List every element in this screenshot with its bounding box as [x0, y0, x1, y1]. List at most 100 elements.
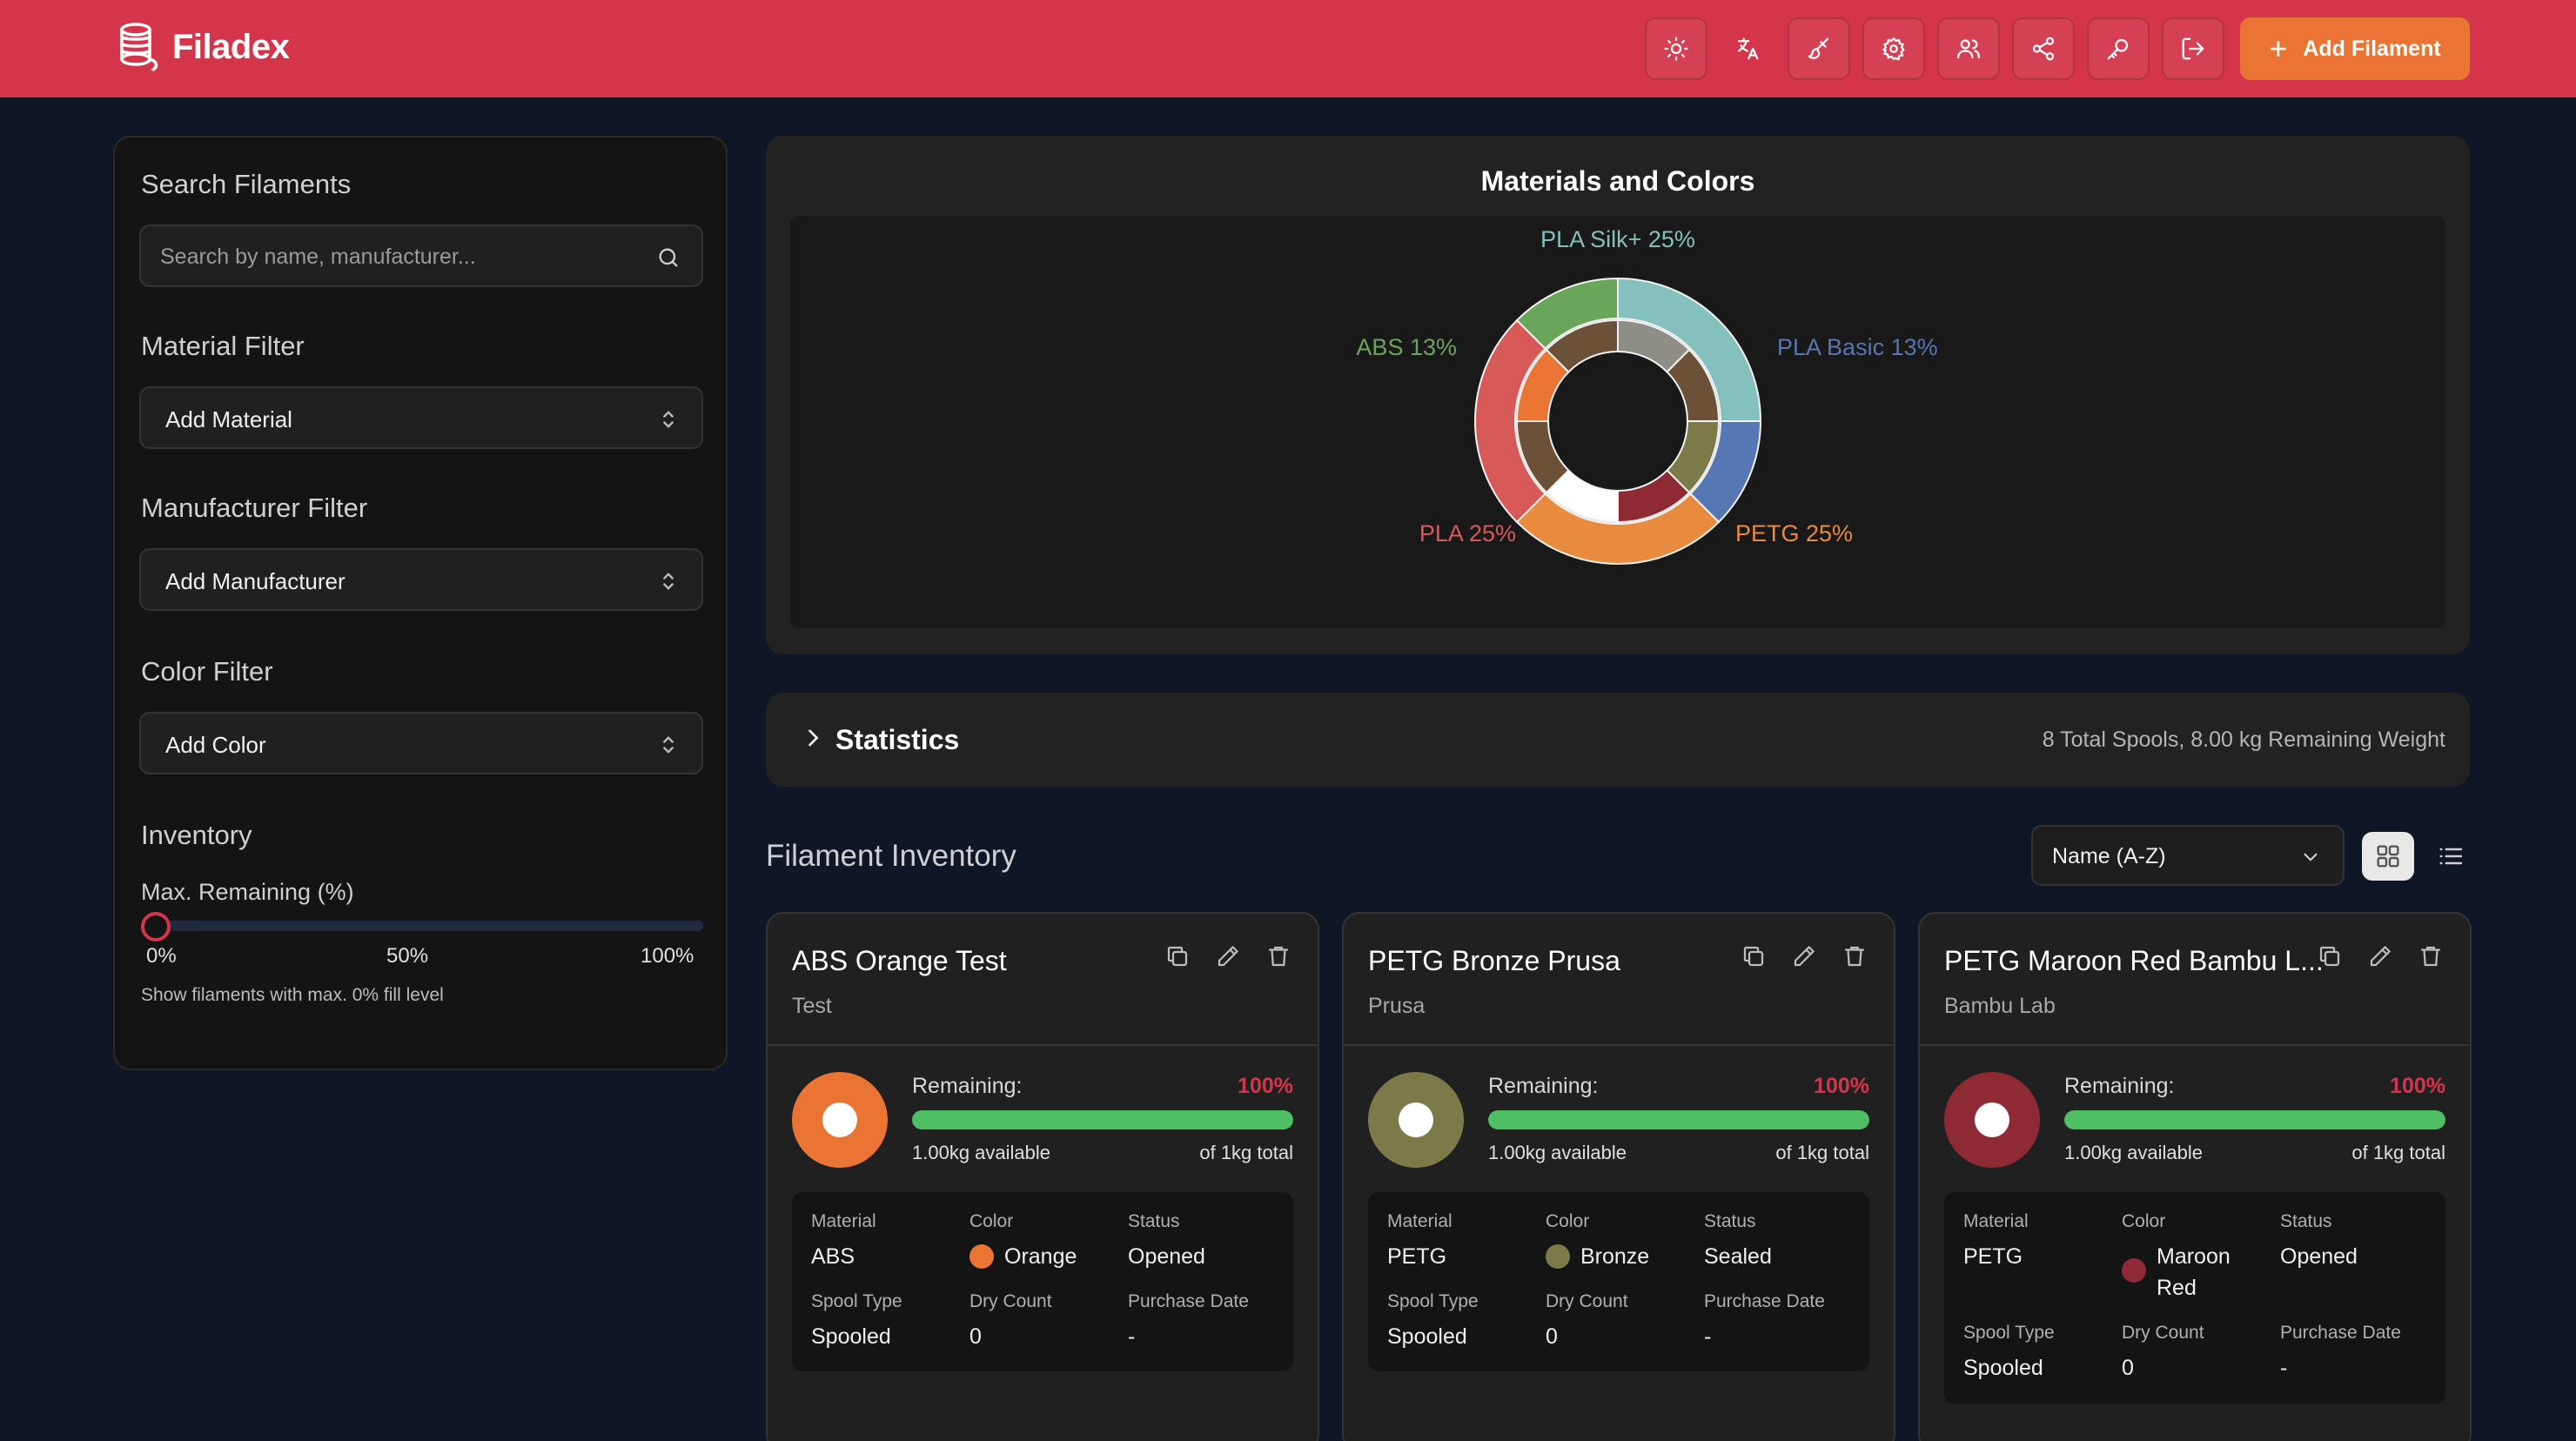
copy-button[interactable]	[1741, 943, 1767, 969]
brush-icon	[1808, 37, 1829, 59]
status-key: Status	[1128, 1211, 1180, 1231]
material-filter-value: Add Material	[165, 406, 292, 432]
filament-card[interactable]: PETG Maroon Red Bambu L... Bambu Lab Rem…	[1918, 912, 2472, 1441]
available-weight: 1.00kg available	[2064, 1142, 2204, 1163]
spool-logo-icon	[120, 23, 158, 71]
status-key: Status	[1704, 1211, 1756, 1231]
remaining-progress-bar	[1488, 1110, 1869, 1129]
purchase-date-key: Purchase Date	[1704, 1291, 1825, 1311]
filament-card[interactable]: PETG Bronze Prusa Prusa Remaining: 100% …	[1342, 912, 1895, 1441]
spool-color-swatch	[1944, 1072, 2040, 1168]
dry-count-key: Dry Count	[1546, 1291, 1628, 1311]
color-filter-select[interactable]: Add Color	[139, 712, 703, 774]
dry-count-key: Dry Count	[969, 1291, 1052, 1311]
purchase-date-value: -	[1704, 1324, 1712, 1349]
purchase-date-key: Purchase Date	[1128, 1291, 1249, 1311]
spool-type-value: Spooled	[1963, 1356, 2043, 1380]
filament-name: PETG Maroon Red Bambu L...	[1944, 945, 2324, 976]
remaining-slider-thumb[interactable]	[141, 912, 171, 942]
list-view-button[interactable]	[2428, 834, 2473, 879]
brush-button[interactable]	[1788, 17, 1850, 80]
chevron-up-down-icon	[663, 573, 674, 590]
top-header: Filadex + Add Filament	[0, 0, 2576, 97]
edit-button[interactable]	[1791, 943, 1817, 969]
chart-label-pla: PLA 25%	[1419, 520, 1516, 546]
status-value: Opened	[2280, 1244, 2358, 1269]
add-filament-button[interactable]: + Add Filament	[2240, 17, 2470, 80]
edit-button[interactable]	[2367, 943, 2393, 969]
key-icon	[2107, 38, 2129, 60]
statistics-summary: 8 Total Spools, 8.00 kg Remaining Weight	[2042, 727, 2445, 752]
chart-label-petg: PETG 25%	[1735, 520, 1853, 546]
logout-icon	[2182, 37, 2204, 60]
remaining-progress-fill	[2064, 1110, 2445, 1129]
status-key: Status	[2280, 1211, 2332, 1231]
remaining-slider-track[interactable]	[141, 921, 703, 931]
card-actions	[1741, 943, 1868, 969]
filament-name: ABS Orange Test	[792, 945, 1007, 976]
filament-details: Material Color Status PETG Maroon Red Op…	[1944, 1192, 2445, 1404]
material-filter-select[interactable]: Add Material	[139, 386, 703, 449]
logout-button[interactable]	[2162, 17, 2224, 80]
spool-type-key: Spool Type	[811, 1291, 902, 1311]
edit-button[interactable]	[1215, 943, 1241, 969]
users-icon	[1957, 39, 1980, 59]
color-dot	[969, 1244, 994, 1269]
filament-details: Material Color Status ABS Orange Opened …	[792, 1192, 1293, 1371]
manufacturer-filter-select[interactable]: Add Manufacturer	[139, 548, 703, 611]
key-button[interactable]	[2087, 17, 2150, 80]
material-slice-4[interactable]	[1515, 277, 1619, 350]
donut-chart: PLA Silk+ 25% PLA Basic 13% PETG 25% PLA…	[1356, 226, 1938, 565]
remaining-progress-bar	[2064, 1110, 2445, 1129]
total-weight: of 1kg total	[1775, 1142, 1869, 1163]
sun-icon	[1664, 37, 1688, 61]
filament-manufacturer: Test	[792, 994, 832, 1018]
color-dot	[2122, 1258, 2146, 1283]
delete-button[interactable]	[2418, 943, 2444, 969]
inventory-heading: Inventory	[141, 820, 252, 850]
available-weight: 1.00kg available	[1488, 1142, 1627, 1163]
list-icon	[2439, 848, 2463, 865]
spool-type-key: Spool Type	[1387, 1291, 1479, 1311]
chart-label-abs: ABS 13%	[1356, 334, 1457, 360]
chart-title: Materials and Colors	[1480, 165, 1755, 197]
grid-icon	[2377, 845, 2399, 868]
copy-button[interactable]	[1164, 943, 1191, 969]
spool-color-swatch	[1368, 1072, 1464, 1168]
color-slice-7[interactable]	[1545, 318, 1619, 373]
filter-sidebar: Search Filaments Search by name, manufac…	[113, 136, 728, 1070]
remaining-label: Max. Remaining (%)	[141, 879, 354, 905]
material-key: Material	[1387, 1211, 1452, 1231]
statistics-title: Statistics	[835, 724, 960, 755]
search-input[interactable]: Search by name, manufacturer...	[139, 225, 703, 287]
status-value: Sealed	[1704, 1244, 1772, 1269]
delete-button[interactable]	[1265, 943, 1291, 969]
filament-manufacturer: Bambu Lab	[1944, 994, 2056, 1018]
sort-select[interactable]: Name (A-Z)	[2031, 825, 2345, 886]
share-button[interactable]	[2012, 17, 2075, 80]
total-weight: of 1kg total	[2351, 1142, 2445, 1163]
copy-icon	[1167, 946, 1188, 967]
language-button[interactable]	[1716, 17, 1779, 80]
remaining-label: Remaining:	[1488, 1074, 1599, 1098]
color-dot	[1546, 1244, 1570, 1269]
delete-button[interactable]	[1841, 943, 1868, 969]
add-filament-label: Add Filament	[2303, 36, 2441, 61]
card-actions	[2317, 943, 2444, 969]
material-key: Material	[1963, 1211, 2029, 1231]
manufacturer-filter-heading: Manufacturer Filter	[141, 493, 368, 523]
users-button[interactable]	[1937, 17, 2000, 80]
grid-view-button[interactable]	[2362, 832, 2414, 881]
app-logo[interactable]: Filadex	[113, 21, 290, 73]
color-value: Bronze	[1580, 1244, 1650, 1269]
statistics-toggle[interactable]: Statistics 8 Total Spools, 8.00 kg Remai…	[766, 693, 2470, 787]
copy-button[interactable]	[2317, 943, 2343, 969]
remaining-progress-fill	[1488, 1110, 1869, 1129]
filament-card[interactable]: ABS Orange Test Test Remaining: 100% 1.0…	[766, 912, 1319, 1441]
remaining-label: Remaining:	[2064, 1074, 2175, 1098]
slider-tick-min: 0%	[146, 944, 177, 968]
color-filter-heading: Color Filter	[141, 656, 273, 687]
material-value: PETG	[1387, 1244, 1447, 1269]
theme-toggle-button[interactable]	[1645, 17, 1707, 80]
settings-button[interactable]	[1862, 17, 1925, 80]
